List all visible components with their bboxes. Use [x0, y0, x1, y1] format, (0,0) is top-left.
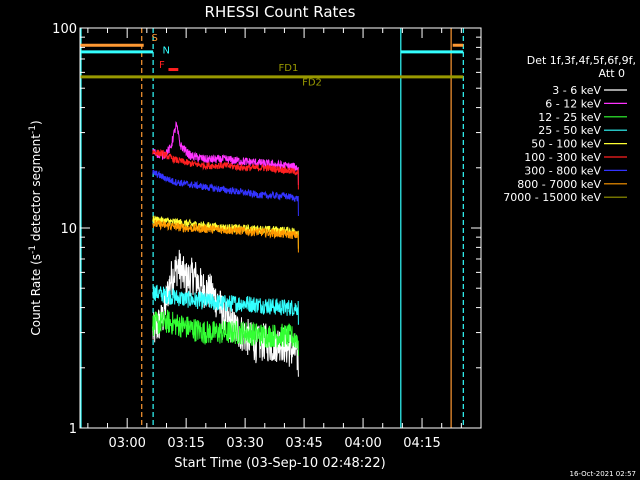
flag-label: F — [159, 60, 165, 71]
x-tick-label: 03:45 — [285, 436, 322, 451]
axes: 1 10 100 03:00 03:15 03:30 03:45 04:00 04:15 — [52, 22, 482, 451]
legend-label: 25 - 50 keV — [538, 124, 601, 137]
y-axis-label: Count Rate (s-1 detector segment-1) — [28, 120, 43, 335]
flag-label: FD1 — [279, 63, 299, 74]
legend-label: 800 - 7000 keV — [517, 178, 601, 191]
series-line-6 — [152, 169, 299, 217]
x-tick-label: 03:00 — [108, 436, 145, 451]
flag-label: FD2 — [302, 78, 322, 89]
y-tick-label: 10 — [60, 222, 77, 237]
legend-label: 300 - 800 keV — [524, 164, 601, 177]
x-tick-label: 03:15 — [167, 436, 204, 451]
legend-label: 12 - 25 keV — [538, 111, 601, 124]
legend-label: 100 - 300 keV — [524, 151, 601, 164]
legend-label: 6 - 12 keV — [545, 97, 601, 110]
y-tick-label: 1 — [69, 422, 77, 437]
y-tick-label: 100 — [52, 22, 77, 37]
x-axis-label: Start Time (03-Sep-10 02:48:22) — [174, 456, 385, 471]
x-tick-label: 04:15 — [403, 436, 440, 451]
footer-timestamp: 16-Oct-2021 02:57 — [570, 470, 636, 478]
legend-header-line-1: Det 1f,3f,4f,5f,6f,9f, — [527, 54, 636, 67]
flag-label: S — [152, 33, 158, 44]
legend-label: 7000 - 15000 keV — [503, 191, 601, 204]
series-line-5 — [152, 148, 299, 190]
legend: Det 1f,3f,4f,5f,6f,9f, Att 0 3 - 6 keV6 … — [503, 54, 636, 204]
series-line-0 — [152, 249, 299, 377]
x-tick-label: 03:30 — [226, 436, 263, 451]
flag-label: N — [163, 46, 170, 57]
x-tick-label: 04:00 — [344, 436, 381, 451]
series-line-3 — [152, 284, 299, 325]
series-line-2 — [152, 309, 299, 356]
legend-header-line-2: Att 0 — [599, 67, 625, 80]
series-line-7 — [152, 219, 299, 253]
legend-label: 3 - 6 keV — [552, 84, 601, 97]
legend-label: 50 - 100 keV — [531, 138, 601, 151]
chart-title: RHESSI Count Rates — [205, 3, 356, 21]
